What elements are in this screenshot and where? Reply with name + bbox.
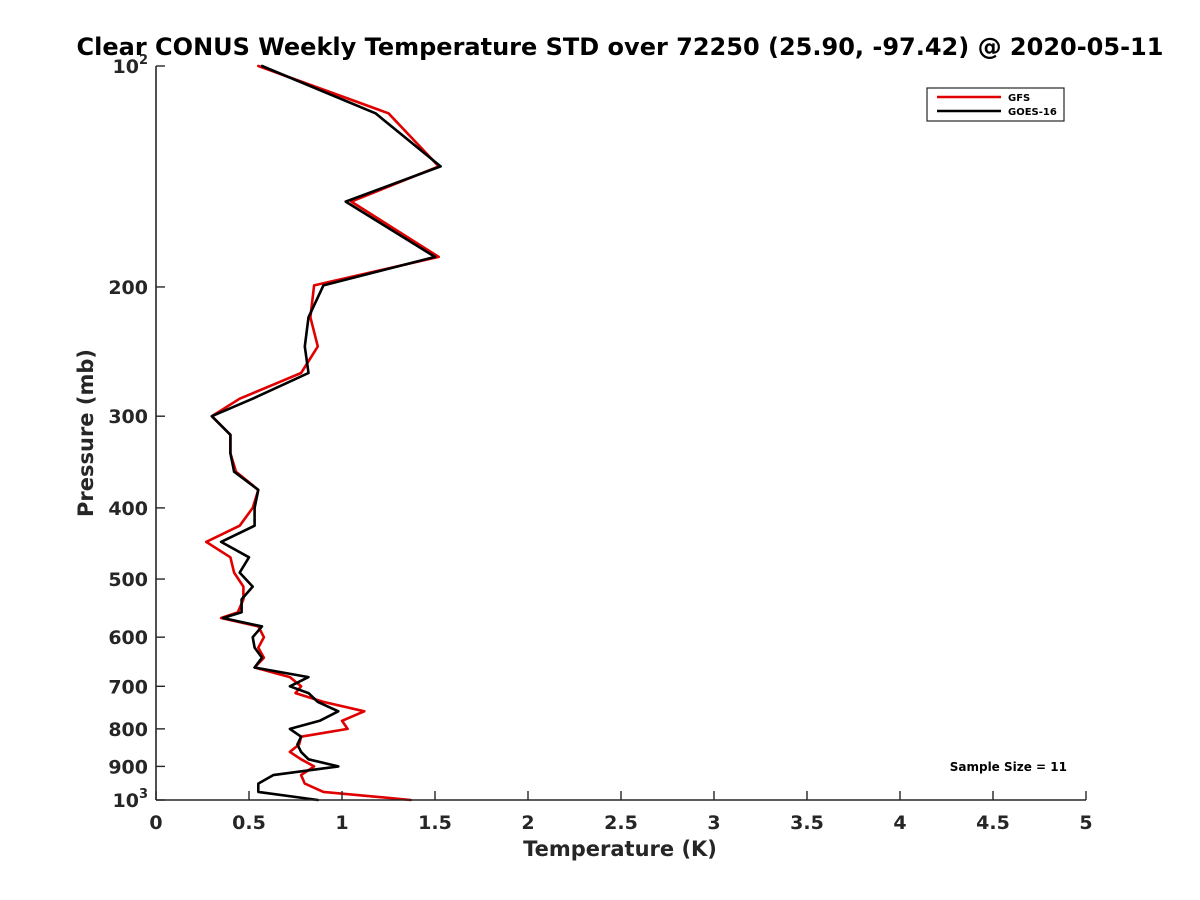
y-tick-label: 700 (108, 676, 148, 698)
tick-layer: 0 0.5 1 1.5 2 2.5 3 3.5 4 4.5 5 102 200 300 400 500 600 7… (108, 53, 1092, 834)
x-tick-label: 4.5 (976, 812, 1010, 834)
legend-label: GOES-16 (1008, 107, 1057, 118)
y-tick-label: 103 (113, 787, 149, 812)
plot-background (156, 66, 1086, 800)
x-tick-label: 3 (707, 812, 720, 834)
x-tick-label: 2 (521, 812, 534, 834)
y-axis-label: Pressure (mb) (74, 349, 98, 517)
x-tick-label: 3.5 (790, 812, 824, 834)
x-tick-label: 0.5 (232, 812, 266, 834)
series-line-goes-16 (210, 64, 442, 802)
x-tick-label: 2.5 (604, 812, 638, 834)
x-tick-label: 1 (335, 812, 348, 834)
x-tick-label: 5 (1079, 812, 1092, 834)
x-tick-label: 0 (149, 812, 162, 834)
legend-box (926, 87, 1065, 122)
x-tick-label: 1.5 (418, 812, 452, 834)
plot-area (156, 66, 1086, 800)
series-layer (204, 64, 442, 802)
y-tick-label: 200 (108, 277, 148, 299)
y-tick-label: 102 (113, 53, 149, 78)
y-tick-label: 600 (108, 627, 148, 649)
legend-label: GFS (1008, 93, 1030, 104)
y-tick-label: 900 (108, 756, 148, 778)
sample-size-annotation: Sample Size = 11 (950, 760, 1067, 774)
chart-title: Clear CONUS Weekly Temperature STD over … (77, 33, 1164, 61)
x-axis-label: Temperature (K) (523, 837, 717, 861)
y-tick-label: 400 (108, 498, 148, 520)
y-tick-label: 800 (108, 719, 148, 741)
x-tick-label: 4 (893, 812, 906, 834)
y-tick-label: 300 (108, 406, 148, 428)
y-tick-label: 500 (108, 569, 148, 591)
legend: GFS GOES-16 (926, 87, 1065, 122)
